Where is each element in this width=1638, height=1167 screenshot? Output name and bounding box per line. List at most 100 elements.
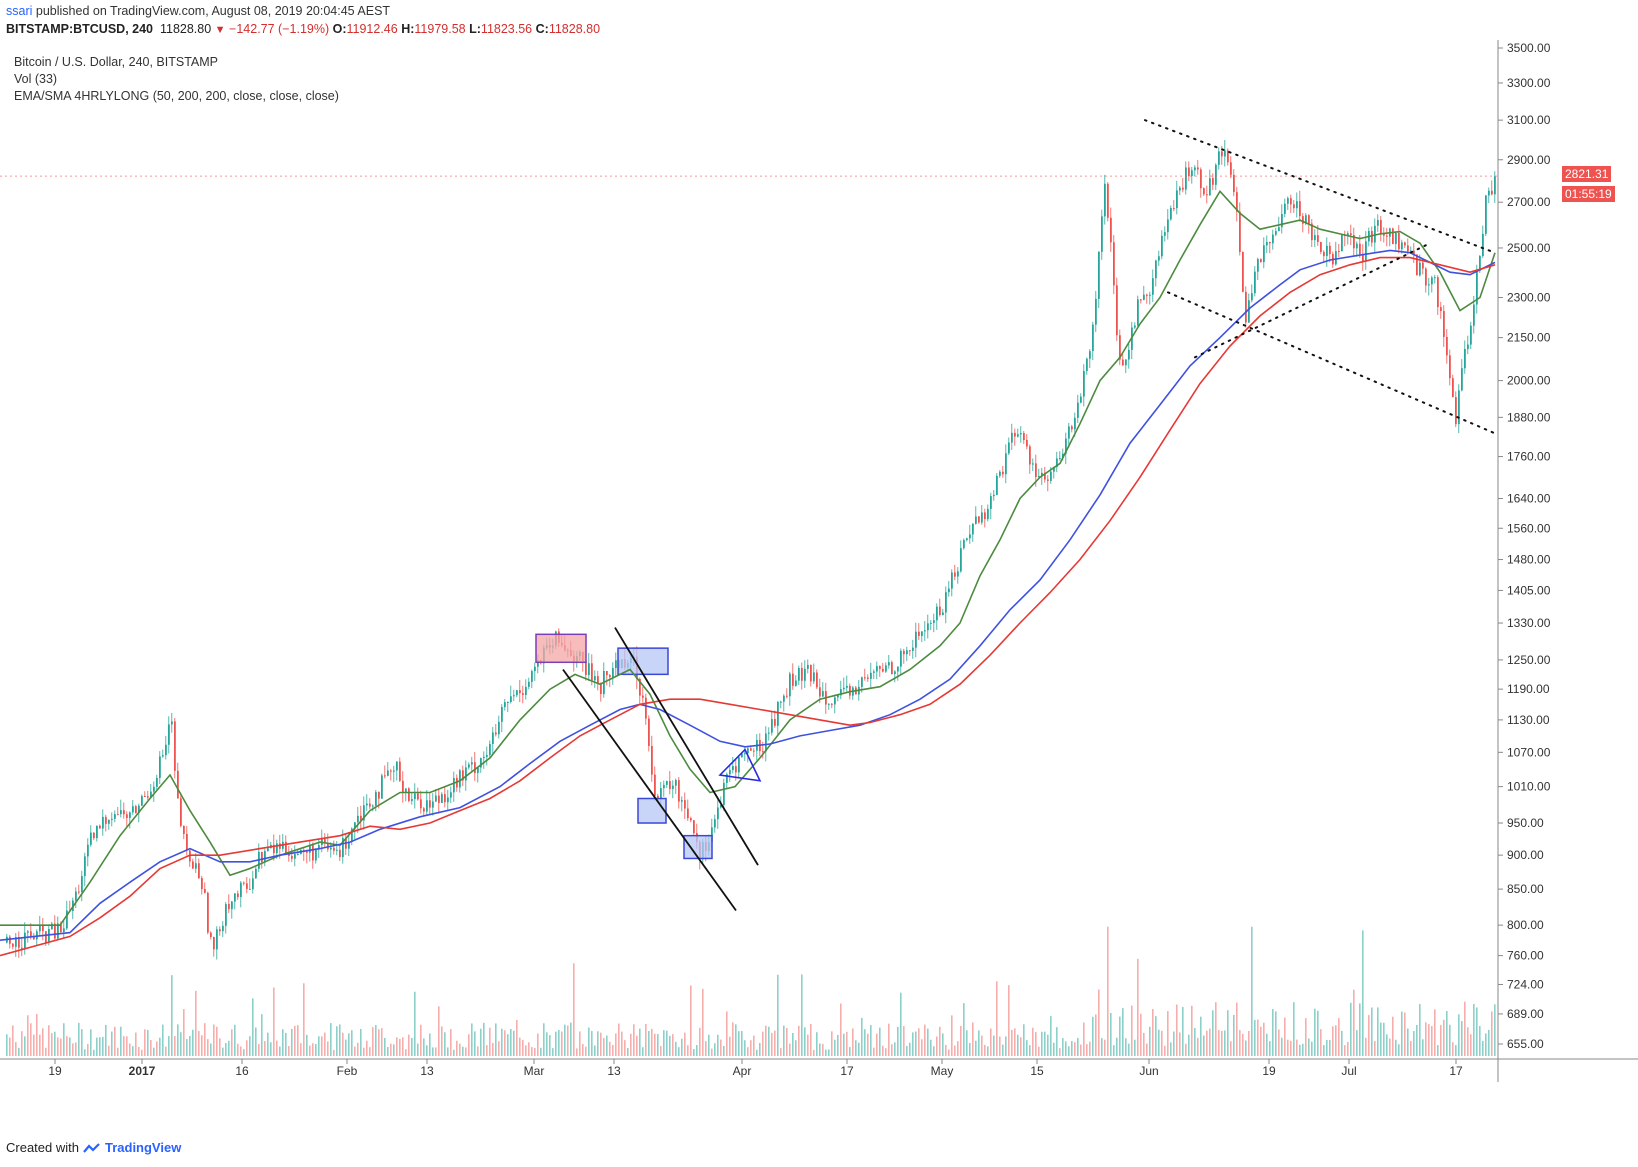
volume-bar (1296, 1039, 1298, 1056)
volume-bar (1023, 1024, 1025, 1056)
volume-bar (1320, 1029, 1322, 1056)
volume-bar (939, 1026, 941, 1056)
candle-body (1431, 277, 1433, 285)
candle-body (849, 685, 851, 696)
volume-bar (624, 1040, 626, 1056)
author-link[interactable]: ssari (6, 4, 33, 18)
candle-body (12, 943, 14, 947)
volume-bar (1452, 1042, 1454, 1056)
candle-body (978, 516, 980, 523)
candle-body (81, 876, 83, 892)
candle-body (234, 893, 236, 902)
candle-body (1392, 228, 1394, 244)
volume-bar (540, 1047, 542, 1056)
candle-body (642, 695, 644, 698)
candle-body (606, 670, 608, 676)
candle-body (99, 825, 101, 829)
candle-body (429, 800, 431, 808)
volume-bar (630, 1033, 632, 1056)
candle-body (1224, 150, 1226, 157)
candle-body (354, 822, 356, 829)
y-tick-label: 760.00 (1507, 949, 1544, 963)
volume-bar (1098, 989, 1100, 1056)
volume-bar (30, 1023, 32, 1056)
support-zone-box[interactable] (637, 797, 667, 824)
volume-bar (21, 1031, 23, 1056)
candle-body (408, 788, 410, 801)
candle-body (462, 770, 464, 781)
volume-bar (1455, 1045, 1457, 1056)
candle-body (60, 923, 62, 932)
candle-body (927, 623, 929, 631)
volume-bar (267, 1032, 269, 1056)
x-tick-label: 15 (1030, 1064, 1044, 1078)
volume-bar (1377, 1007, 1379, 1056)
candle-body (504, 702, 506, 708)
candle-body (609, 675, 611, 678)
candle-body (1191, 170, 1193, 177)
candle-body (588, 663, 590, 676)
volume-bar (1308, 1038, 1310, 1056)
volume-bar (933, 1046, 935, 1056)
x-tick-label: Apr (733, 1064, 752, 1078)
volume-bar (477, 1046, 479, 1056)
candle-body (813, 672, 815, 682)
candle-body (1134, 325, 1136, 328)
volume-bar (1056, 1027, 1058, 1056)
volume-bar (570, 1022, 572, 1056)
candle-body (333, 847, 335, 851)
candle-body (294, 853, 296, 859)
candle-body (1491, 190, 1493, 195)
volume-bar (1092, 1016, 1094, 1056)
volume-bar (453, 1049, 455, 1056)
down-arrow-icon: ▼ (214, 24, 226, 36)
price-chart[interactable]: 3500.00 3300.00 3100.00 2900.00 2700.00 2500.… (0, 40, 1638, 1135)
resistance-zone-box[interactable] (535, 633, 587, 664)
volume-bar (1242, 1033, 1244, 1056)
volume-bar (1317, 1010, 1319, 1056)
volume-bar (1014, 1028, 1016, 1056)
volume-bar (513, 1030, 515, 1056)
volume-bar (363, 1047, 365, 1056)
volume-bar (306, 1034, 308, 1056)
candle-body (1203, 188, 1205, 195)
legend-series-title[interactable]: Bitcoin / U.S. Dollar, 240, BITSTAMP (14, 55, 219, 69)
volume-bar (318, 1036, 320, 1056)
trend-channel-line[interactable] (614, 627, 759, 866)
volume-bar (1197, 1037, 1199, 1056)
candle-body (18, 937, 20, 948)
candle-body (903, 650, 905, 655)
tradingview-link[interactable]: TradingView (104, 1140, 182, 1155)
volume-bar (678, 1047, 680, 1056)
legend-indicator[interactable]: EMA/SMA 4HRLYLONG (50, 200, 200, close, … (14, 89, 339, 103)
trend-channel-line[interactable] (562, 668, 737, 912)
candle-body (48, 928, 50, 943)
support-zone-box[interactable] (617, 647, 669, 676)
volume-bar (132, 1046, 134, 1056)
pennant-triangle[interactable] (718, 748, 762, 782)
candle-body (210, 932, 212, 938)
candle-body (387, 770, 389, 776)
support-zone-box[interactable] (683, 834, 713, 860)
volume-bar (144, 1029, 146, 1056)
dotted-trend-line[interactable] (1194, 242, 1431, 359)
candle-body (669, 781, 671, 789)
volume-bar (792, 1032, 794, 1056)
candle-body (414, 793, 416, 800)
volume-bar (1284, 1017, 1286, 1056)
volume-bar (1260, 1026, 1262, 1056)
candle-body (1245, 291, 1247, 323)
candle-body (1062, 453, 1064, 458)
dotted-trend-line[interactable] (1167, 291, 1496, 435)
volume-bar (894, 1042, 896, 1056)
volume-bar (1344, 1045, 1346, 1056)
volume-bar (192, 1029, 194, 1056)
legend-volume[interactable]: Vol (33) (14, 72, 58, 86)
dotted-trend-line[interactable] (1144, 119, 1496, 254)
volume-bar (1482, 1040, 1484, 1056)
candle-body (1149, 294, 1151, 296)
candle-body (744, 753, 746, 755)
volume-bar (1041, 1031, 1043, 1056)
volume-bar (408, 1034, 410, 1056)
candle-body (807, 664, 809, 669)
